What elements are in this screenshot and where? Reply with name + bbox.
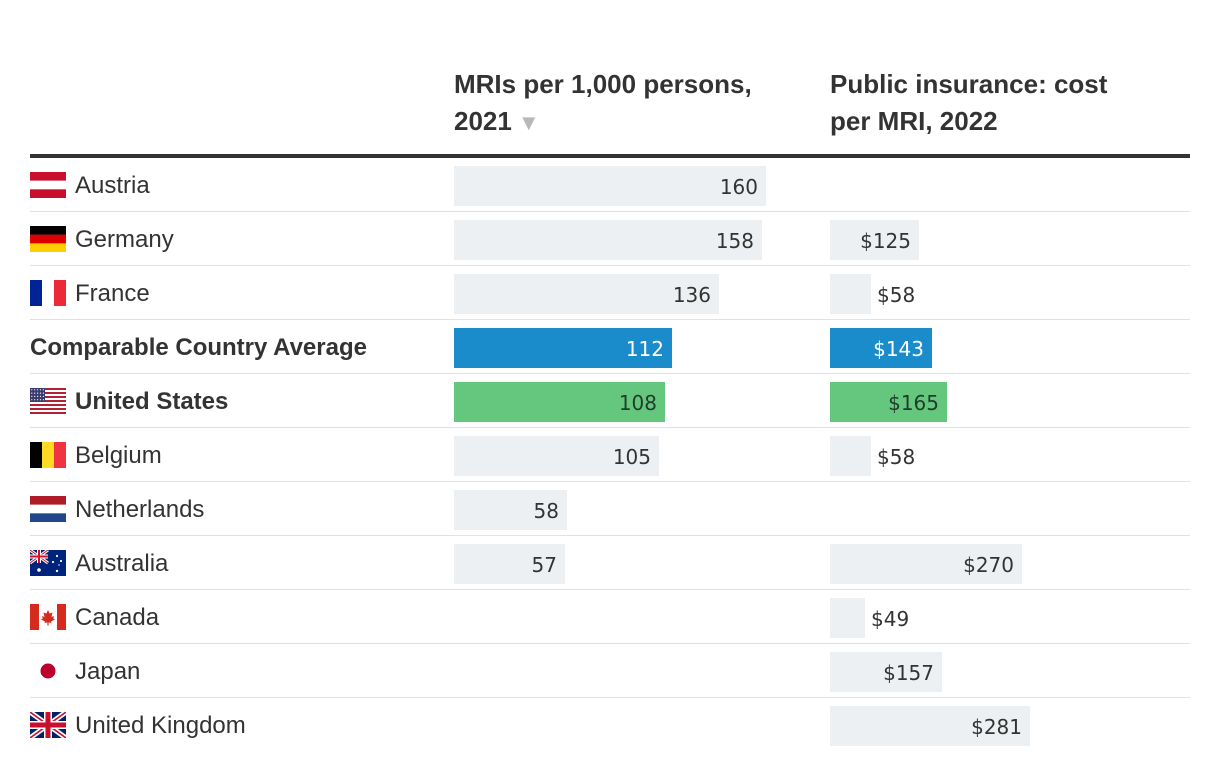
- row-separator: [30, 643, 1190, 644]
- data-label-mri: 108: [618, 391, 657, 415]
- data-label-cost: $157: [883, 661, 934, 685]
- data-label-mri: 158: [715, 229, 754, 253]
- table-row: Austria 160: [30, 158, 1190, 212]
- bar-cost[interactable]: [830, 436, 871, 476]
- bar-mri[interactable]: [454, 274, 719, 314]
- row-label: Comparable Country Average: [30, 334, 367, 361]
- row-separator: [30, 211, 1190, 212]
- data-label-mri: 105: [612, 445, 651, 469]
- bar-mri[interactable]: [454, 544, 565, 584]
- column-header-cost-label: Public insurance: cost per MRI, 2022: [830, 69, 1108, 136]
- bar-cost[interactable]: [830, 598, 865, 638]
- row-label: Germany: [75, 226, 174, 253]
- data-label-mri: 58: [533, 499, 559, 523]
- table-row: Belgium 105 $58: [30, 428, 1190, 482]
- row-label: Netherlands: [75, 496, 205, 523]
- row-separator: [30, 481, 1190, 482]
- row-label: United States: [75, 388, 229, 415]
- row-label: Canada: [75, 604, 160, 631]
- bar-mri[interactable]: [454, 328, 672, 368]
- bar-cost[interactable]: [830, 274, 871, 314]
- bar-mri[interactable]: [454, 166, 766, 206]
- row-label: Austria: [75, 172, 150, 199]
- row-separator: [30, 319, 1190, 320]
- data-label-mri: 160: [719, 175, 758, 199]
- bar-cost[interactable]: [830, 706, 1030, 746]
- data-label-cost: $143: [873, 337, 924, 361]
- row-separator: [30, 373, 1190, 374]
- bar-mri[interactable]: [454, 382, 665, 422]
- data-label-cost: $58: [877, 283, 916, 307]
- data-label-cost: $270: [963, 553, 1014, 577]
- header-rule: [30, 154, 1190, 158]
- table-row: Comparable Country Average 112 $143: [30, 320, 1190, 374]
- table-row: United Kingdom $281: [30, 698, 1190, 752]
- bar-cost[interactable]: [830, 220, 919, 260]
- data-label-cost: $281: [971, 715, 1022, 739]
- data-label-cost: $165: [888, 391, 939, 415]
- row-separator: [30, 697, 1190, 698]
- table-row: United States 108 $165: [30, 374, 1190, 428]
- row-separator: [30, 427, 1190, 428]
- row-label: Australia: [75, 550, 169, 577]
- table-row: Japan $157: [30, 644, 1190, 698]
- table-row: Canada $49: [30, 590, 1190, 644]
- row-label: Belgium: [75, 442, 162, 469]
- table-row: France 136 $58: [30, 266, 1190, 320]
- table-row: Netherlands 58: [30, 482, 1190, 536]
- column-header-mri[interactable]: MRIs per 1,000 persons, 2021 ▼: [454, 66, 794, 141]
- data-label-mri: 57: [531, 553, 557, 577]
- bar-cost[interactable]: [830, 544, 1022, 584]
- data-label-cost: $49: [871, 607, 910, 631]
- column-header-cost[interactable]: Public insurance: cost per MRI, 2022: [830, 66, 1150, 140]
- bar-mri[interactable]: [454, 220, 762, 260]
- data-label-mri: 136: [672, 283, 711, 307]
- bar-mri[interactable]: [454, 436, 659, 476]
- sort-descending-icon[interactable]: ▼: [517, 110, 540, 135]
- row-separator: [30, 265, 1190, 266]
- data-label-mri: 112: [625, 337, 664, 361]
- data-label-cost: $58: [877, 445, 916, 469]
- row-separator: [30, 535, 1190, 536]
- bar-cost[interactable]: [830, 652, 942, 692]
- data-label-cost: $125: [860, 229, 911, 253]
- table-row: Australia 57 $270: [30, 536, 1190, 590]
- bar-cost[interactable]: [830, 382, 947, 422]
- row-label: Japan: [75, 658, 141, 685]
- row-label: France: [75, 280, 150, 307]
- bar-cost[interactable]: [830, 328, 932, 368]
- column-header-mri-label: MRIs per 1,000 persons, 2021: [454, 69, 752, 136]
- bar-mri[interactable]: [454, 490, 567, 530]
- table-row: Germany 158 $125: [30, 212, 1190, 266]
- row-label: United Kingdom: [75, 712, 246, 739]
- row-separator: [30, 589, 1190, 590]
